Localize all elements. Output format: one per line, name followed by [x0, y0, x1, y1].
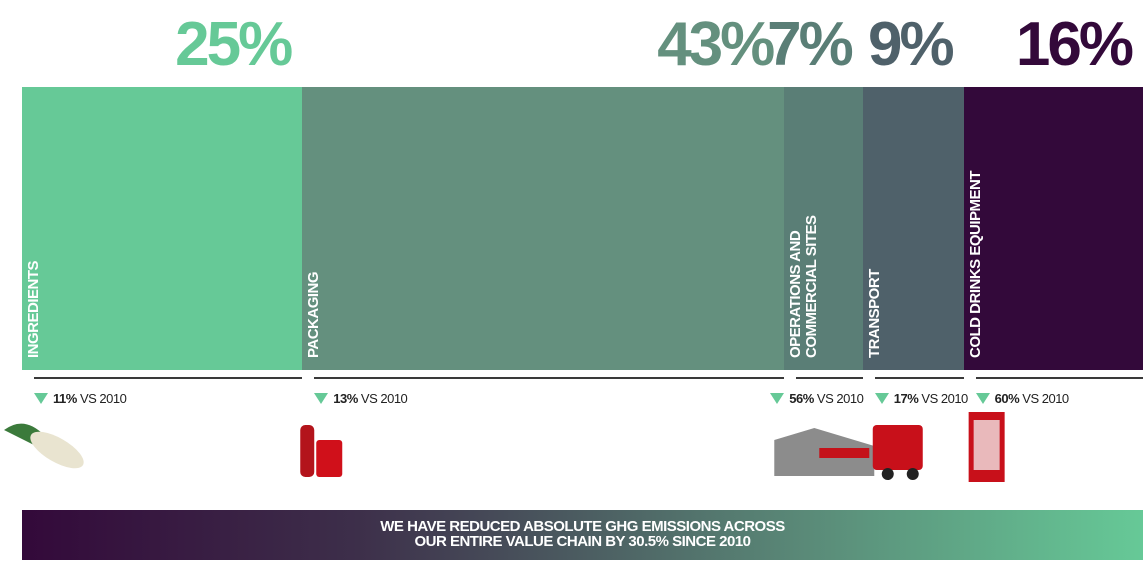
value-label: 9%: [868, 10, 955, 79]
value-label: 25%: [175, 10, 293, 79]
down-arrow: [874, 393, 889, 404]
change-value: 17%: [893, 391, 919, 406]
icon-bottle: [300, 425, 315, 477]
icon-root: [30, 431, 84, 469]
change-suffix: VS 2010: [79, 391, 127, 406]
icon-wheel: [906, 468, 919, 480]
change-suffix: VS 2010: [1022, 391, 1069, 406]
change: 56% VS 2010: [770, 391, 864, 406]
divider: [975, 377, 1143, 379]
icon-glass: [973, 420, 1000, 470]
change-value: 13%: [333, 391, 358, 406]
change-suffix: VS 2010: [921, 391, 968, 406]
value-label: 43%: [657, 10, 775, 79]
category-label: OPERATIONS AND COMMERCIAL SITES: [787, 215, 821, 358]
category-label: PACKAGING: [305, 271, 323, 358]
divider: [314, 377, 785, 379]
change: 60% VS 2010: [975, 391, 1069, 406]
down-arrow: [975, 393, 990, 404]
segment: [784, 87, 863, 370]
segment: [963, 87, 1143, 370]
divider: [34, 377, 303, 379]
change: 17% VS 2010: [874, 391, 968, 406]
segment: [22, 87, 303, 370]
footer-line: OUR ENTIRE VALUE CHAIN BY 30.5% SINCE 20…: [414, 533, 751, 550]
value-label: 7%: [767, 10, 854, 79]
change: 13% VS 2010: [314, 391, 408, 406]
change-suffix: VS 2010: [816, 391, 864, 406]
divider: [874, 377, 964, 379]
footer-banner: WE HAVE REDUCED ABSOLUTE GHG EMISSIONS A…: [22, 510, 1143, 560]
change-value: 60%: [994, 391, 1020, 406]
down-arrow: [770, 393, 785, 404]
segment: [862, 87, 964, 370]
change-suffix: VS 2010: [360, 391, 408, 406]
category-label: INGREDIENTS: [25, 260, 42, 358]
icon-truck: [872, 425, 923, 470]
icon-wheel: [881, 468, 894, 480]
footer-line: WE HAVE REDUCED ABSOLUTE GHG EMISSIONS A…: [380, 518, 785, 535]
down-arrow: [314, 393, 329, 404]
icon-sign: [819, 448, 870, 458]
change-value: 56%: [789, 391, 814, 406]
change-value: 11%: [53, 391, 77, 406]
down-arrow: [34, 393, 48, 404]
category-label: COLD DRINKS EQUIPMENT: [966, 170, 984, 358]
divider: [796, 377, 863, 379]
segment: [302, 87, 785, 370]
icons: [4, 412, 1005, 482]
change: 11% VS 2010: [34, 391, 127, 406]
icon-can: [316, 440, 343, 477]
value-label: 16%: [1015, 10, 1134, 79]
category-label: TRANSPORT: [865, 269, 883, 358]
